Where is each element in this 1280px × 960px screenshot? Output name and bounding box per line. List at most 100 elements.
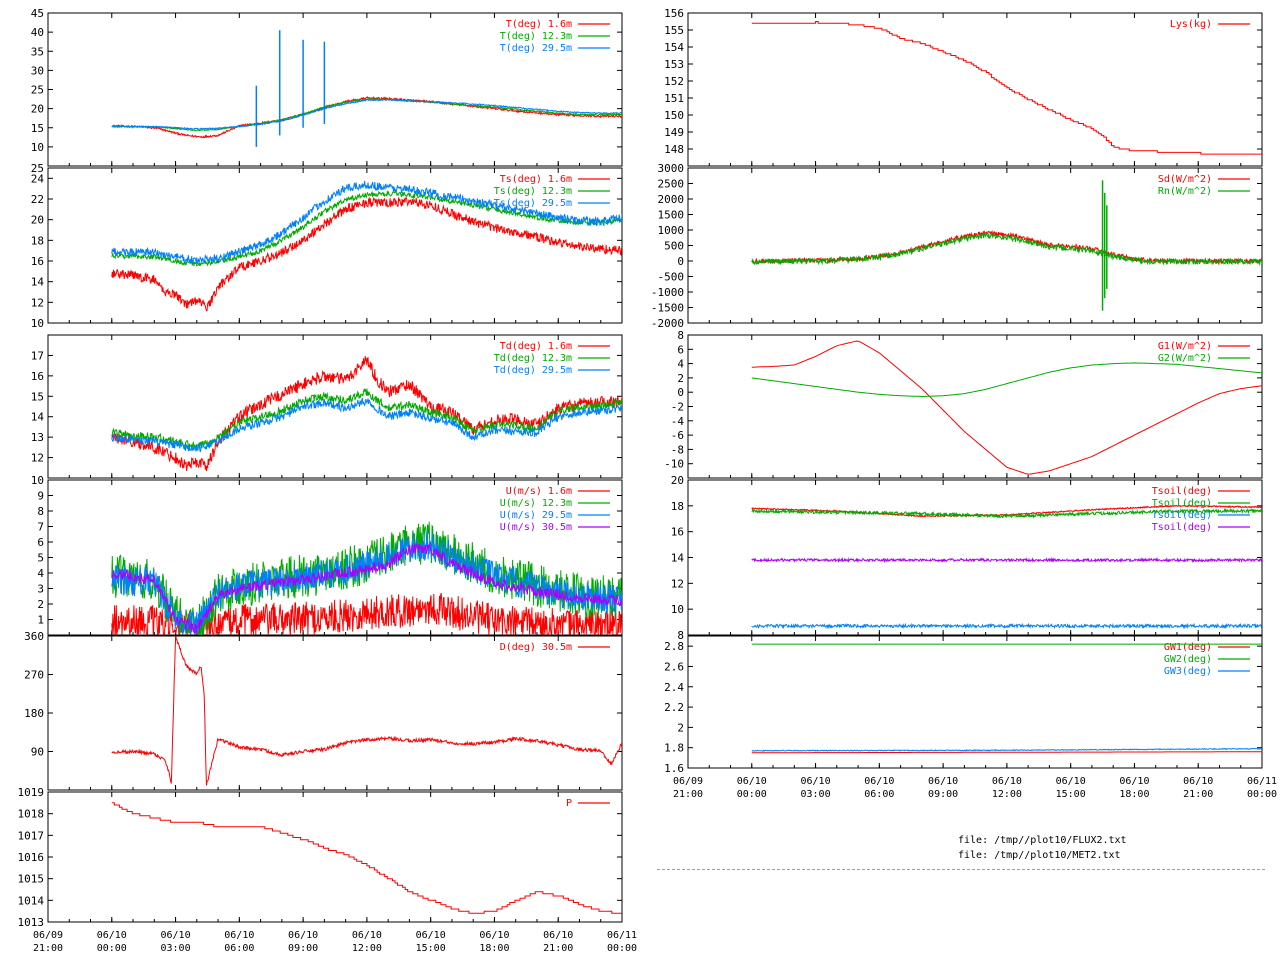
series-line-U-3: [111, 542, 622, 635]
y-tick-label: -6: [671, 429, 684, 442]
x-axis-left-date-label: 06/10: [224, 930, 254, 941]
legend-label: T(deg) 1.6m: [506, 19, 572, 30]
series-line-T-1: [111, 97, 622, 132]
y-tick-label: 153: [664, 58, 684, 71]
y-tick-label: 1019: [18, 786, 45, 799]
legend-label: T(deg) 29.5m: [500, 43, 572, 54]
x-axis-right-date-label: 06/11: [1247, 776, 1277, 787]
legend-label: U(m/s) 29.5m: [500, 510, 572, 521]
y-tick-label: 10: [671, 603, 684, 616]
y-tick-label: 20: [31, 103, 44, 116]
legend-label: Td(deg) 12.3m: [494, 353, 572, 364]
x-axis-right-date-label: 06/09: [673, 776, 703, 787]
x-axis-left-time-label: 12:00: [352, 943, 382, 954]
legend-label: P: [566, 798, 572, 809]
y-tick-label: 148: [664, 143, 684, 156]
series-line-Ts-1: [111, 190, 622, 267]
x-axis-left-date-label: 06/10: [543, 930, 573, 941]
x-axis-right-time-label: 09:00: [928, 789, 958, 800]
y-tick-label: 1017: [18, 829, 45, 842]
y-tick-label: 6: [37, 536, 44, 549]
chart-panel-T: 10 15 20 25 30 35 40 45 T(deg) 1.6mT(deg) 12.3mT…: [31, 7, 623, 167]
x-axis-right-time-label: 03:00: [801, 789, 831, 800]
x-axis-right-time-label: 12:00: [992, 789, 1022, 800]
x-axis-right-time-label: 18:00: [1119, 789, 1149, 800]
y-tick-label: -10: [664, 458, 684, 471]
series-line-Sd-0: [751, 229, 1262, 266]
series-line-GW-2: [751, 747, 1262, 752]
chart-panel-D: 90 180 270 360 D(deg) 30.5m: [24, 630, 623, 791]
y-tick-label: 4: [37, 567, 44, 580]
plot-frame: [47, 791, 623, 923]
legend-label: GW1(deg): [1164, 642, 1212, 653]
y-tick-label: 45: [31, 7, 44, 20]
x-axis-left-date-label: 06/10: [97, 930, 127, 941]
x-axis-left-date-label: 06/09: [33, 930, 63, 941]
y-tick-label: 1: [37, 614, 44, 627]
y-tick-label: 18: [31, 234, 44, 247]
file-line-met: file: /tmp//plot10/MET2.txt: [958, 850, 1121, 861]
y-tick-label: 360: [24, 630, 44, 643]
legend-label: D(deg) 30.5m: [500, 642, 572, 653]
y-tick-label: 5: [37, 552, 44, 565]
series-line-Td-2: [111, 397, 622, 453]
y-tick-label: 12: [671, 577, 684, 590]
legend-label: Ts(deg) 29.5m: [494, 198, 572, 209]
x-axis-left-time-label: 21:00: [33, 943, 63, 954]
y-tick-label: 90: [31, 746, 44, 759]
series-line-Tsoil-3: [751, 556, 1262, 564]
y-tick-label: 155: [664, 24, 684, 37]
chart-panel-Tsoil: 8101214161820Tsoil(deg)Tsoil(deg)Tsoil(d…: [671, 474, 1263, 642]
y-tick-label: -8: [671, 443, 684, 456]
y-tick-label: -4: [671, 415, 685, 428]
x-axis-right-date-label: 06/10: [928, 776, 958, 787]
y-tick-label: 9: [37, 490, 44, 503]
x-axis-left-time-label: 00:00: [97, 943, 127, 954]
x-axis-left-time-label: 03:00: [161, 943, 191, 954]
y-tick-label: -1500: [651, 302, 684, 315]
y-tick-label: 20: [31, 214, 44, 227]
series-line-T-0: [111, 95, 622, 139]
legend-label: Lys(kg): [1170, 19, 1212, 30]
y-tick-label: 14: [31, 276, 45, 289]
y-tick-label: 154: [664, 41, 684, 54]
legend-label: T(deg) 12.3m: [500, 31, 572, 42]
legend-label: GW2(deg): [1164, 654, 1212, 665]
x-axis-left-date-label: 06/10: [416, 930, 446, 941]
plot-frame: [47, 635, 623, 791]
x-axis-left-time-label: 00:00: [607, 943, 637, 954]
y-tick-label: 1.8: [664, 742, 684, 755]
x-axis-left-date-label: 06/11: [607, 930, 637, 941]
y-tick-label: 14: [31, 411, 45, 424]
x-axis-right-time-label: 15:00: [1056, 789, 1086, 800]
legend-label: G1(W/m^2): [1158, 341, 1212, 352]
legend-label: Td(deg) 29.5m: [494, 365, 572, 376]
y-tick-label: 22: [31, 193, 44, 206]
y-tick-label: 8: [677, 329, 684, 342]
y-tick-label: 2: [677, 721, 684, 734]
y-tick-label: 6: [677, 343, 684, 356]
y-tick-label: -2: [671, 401, 684, 414]
y-tick-label: 1.6: [664, 762, 684, 775]
legend-label: G2(W/m^2): [1158, 353, 1212, 364]
legend-label: Ts(deg) 1.6m: [500, 174, 572, 185]
y-tick-label: 14: [671, 552, 685, 565]
x-axis-right-date-label: 06/10: [737, 776, 767, 787]
y-tick-label: 12: [31, 296, 44, 309]
x-axis-left-date-label: 06/10: [161, 930, 191, 941]
x-axis-right-date-label: 06/10: [864, 776, 894, 787]
y-tick-label: 0: [677, 386, 684, 399]
y-tick-label: 25: [31, 84, 44, 97]
file-line-flux: file: /tmp//plot10/FLUX2.txt: [958, 835, 1127, 846]
y-tick-label: 180: [24, 707, 44, 720]
y-tick-label: 3000: [658, 162, 685, 175]
x-axis-right-date-label: 06/10: [1056, 776, 1086, 787]
x-axis-right-time-label: 06:00: [864, 789, 894, 800]
y-tick-label: 7: [37, 521, 44, 534]
y-tick-label: 3: [37, 583, 44, 596]
series-line-P-0: [111, 802, 622, 914]
y-tick-label: 149: [664, 126, 684, 139]
